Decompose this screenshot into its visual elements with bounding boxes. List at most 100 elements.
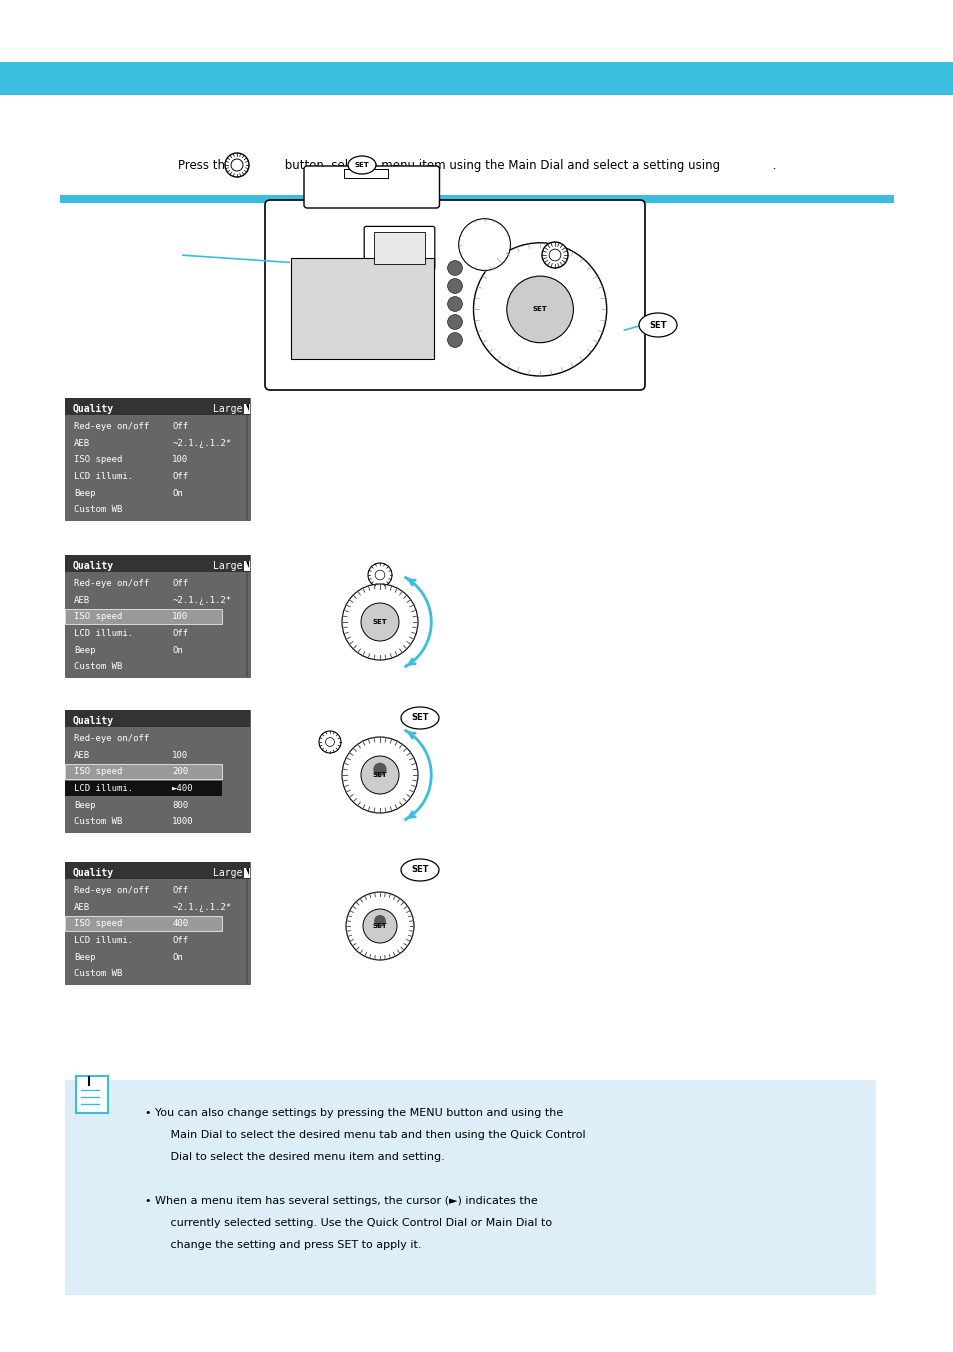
- Text: LCD illumi.: LCD illumi.: [74, 472, 133, 481]
- Text: AEB: AEB: [74, 596, 91, 604]
- Text: 200: 200: [172, 768, 189, 776]
- Text: Quality: Quality: [72, 404, 113, 414]
- FancyBboxPatch shape: [65, 556, 250, 677]
- Text: Press the              button, select a menu item using the Main Dial and select: Press the button, select a menu item usi…: [177, 158, 776, 172]
- Text: SET: SET: [373, 923, 387, 929]
- FancyBboxPatch shape: [60, 195, 893, 203]
- Text: Main Dial to select the desired menu tab and then using the Quick Control: Main Dial to select the desired menu tab…: [160, 1130, 585, 1140]
- Text: ►400: ►400: [172, 784, 193, 794]
- Text: Custom WB: Custom WB: [74, 969, 123, 979]
- Text: LCD illumi.: LCD illumi.: [74, 784, 133, 794]
- Circle shape: [325, 738, 335, 746]
- Text: ~2.1.¿.1.2*: ~2.1.¿.1.2*: [172, 596, 232, 604]
- Circle shape: [360, 603, 398, 641]
- Circle shape: [447, 261, 462, 276]
- FancyBboxPatch shape: [364, 226, 435, 270]
- Text: Beep: Beep: [74, 646, 95, 654]
- Text: On: On: [172, 646, 183, 654]
- Text: ISO speed: ISO speed: [74, 768, 123, 776]
- Circle shape: [225, 153, 249, 177]
- Circle shape: [473, 243, 606, 376]
- Text: AEB: AEB: [74, 750, 91, 760]
- Circle shape: [363, 909, 396, 942]
- Text: currently selected setting. Use the Quick Control Dial or Main Dial to: currently selected setting. Use the Quic…: [160, 1218, 552, 1228]
- FancyBboxPatch shape: [243, 561, 250, 571]
- Text: 100: 100: [172, 612, 189, 622]
- FancyBboxPatch shape: [243, 404, 250, 414]
- Ellipse shape: [348, 155, 375, 174]
- FancyBboxPatch shape: [291, 258, 434, 360]
- Text: SET: SET: [373, 619, 387, 625]
- Text: ~2.1.¿.1.2*: ~2.1.¿.1.2*: [172, 903, 232, 911]
- Text: LCD illumi.: LCD illumi.: [74, 629, 133, 638]
- Text: SET: SET: [355, 162, 369, 168]
- FancyBboxPatch shape: [304, 166, 439, 208]
- FancyBboxPatch shape: [65, 917, 222, 932]
- Text: Custom WB: Custom WB: [74, 506, 123, 515]
- Text: Custom WB: Custom WB: [74, 662, 123, 672]
- Text: Large: Large: [213, 404, 242, 414]
- Text: Dial to select the desired menu item and setting.: Dial to select the desired menu item and…: [160, 1152, 444, 1161]
- Text: Large: Large: [213, 561, 242, 571]
- Text: Red-eye on/off: Red-eye on/off: [74, 886, 150, 895]
- Circle shape: [447, 296, 462, 311]
- Text: • You can also change settings by pressing the MENU button and using the: • You can also change settings by pressi…: [145, 1109, 562, 1118]
- Text: SET: SET: [532, 307, 547, 312]
- Text: • When a menu item has several settings, the cursor (►) indicates the: • When a menu item has several settings,…: [145, 1197, 537, 1206]
- Text: SET: SET: [411, 714, 428, 722]
- Text: Beep: Beep: [74, 953, 95, 961]
- Text: 800: 800: [172, 800, 189, 810]
- Text: ISO speed: ISO speed: [74, 456, 123, 464]
- FancyBboxPatch shape: [245, 863, 247, 984]
- Text: ISO speed: ISO speed: [74, 612, 123, 622]
- Ellipse shape: [639, 314, 677, 337]
- Circle shape: [346, 892, 414, 960]
- Circle shape: [341, 737, 417, 813]
- FancyBboxPatch shape: [243, 868, 250, 877]
- Circle shape: [360, 756, 398, 794]
- Circle shape: [318, 731, 340, 753]
- Circle shape: [341, 584, 417, 660]
- Text: 100: 100: [172, 750, 189, 760]
- Circle shape: [549, 249, 560, 261]
- Text: AEB: AEB: [74, 438, 91, 448]
- FancyBboxPatch shape: [65, 397, 250, 521]
- Text: Off: Off: [172, 422, 189, 431]
- Circle shape: [374, 915, 386, 927]
- Text: Beep: Beep: [74, 800, 95, 810]
- FancyBboxPatch shape: [0, 62, 953, 95]
- Text: ~2.1.¿.1.2*: ~2.1.¿.1.2*: [172, 438, 232, 448]
- Polygon shape: [246, 561, 249, 568]
- Text: Off: Off: [172, 936, 189, 945]
- FancyBboxPatch shape: [65, 397, 250, 415]
- FancyBboxPatch shape: [374, 233, 425, 265]
- FancyBboxPatch shape: [265, 200, 644, 389]
- Circle shape: [231, 160, 243, 170]
- FancyBboxPatch shape: [65, 710, 250, 831]
- Text: On: On: [172, 953, 183, 961]
- FancyBboxPatch shape: [76, 1076, 108, 1113]
- Text: Quality: Quality: [72, 868, 113, 877]
- Text: 400: 400: [172, 919, 189, 929]
- Text: Large: Large: [213, 868, 242, 877]
- Text: Quality: Quality: [72, 715, 113, 726]
- Ellipse shape: [400, 859, 438, 882]
- Circle shape: [368, 562, 392, 587]
- Text: Red-eye on/off: Red-eye on/off: [74, 422, 150, 431]
- Text: Quality: Quality: [72, 561, 113, 571]
- FancyBboxPatch shape: [65, 781, 222, 796]
- Text: Red-eye on/off: Red-eye on/off: [74, 734, 150, 742]
- Text: SET: SET: [411, 865, 428, 875]
- Text: LCD illumi.: LCD illumi.: [74, 936, 133, 945]
- Circle shape: [375, 571, 384, 580]
- Text: SET: SET: [649, 320, 666, 330]
- Circle shape: [447, 315, 462, 330]
- Text: Off: Off: [172, 579, 189, 588]
- Circle shape: [458, 219, 510, 270]
- Text: Red-eye on/off: Red-eye on/off: [74, 579, 150, 588]
- FancyBboxPatch shape: [245, 556, 247, 677]
- Text: 100: 100: [172, 456, 189, 464]
- FancyBboxPatch shape: [65, 764, 222, 779]
- FancyBboxPatch shape: [65, 863, 250, 879]
- Text: On: On: [172, 489, 183, 498]
